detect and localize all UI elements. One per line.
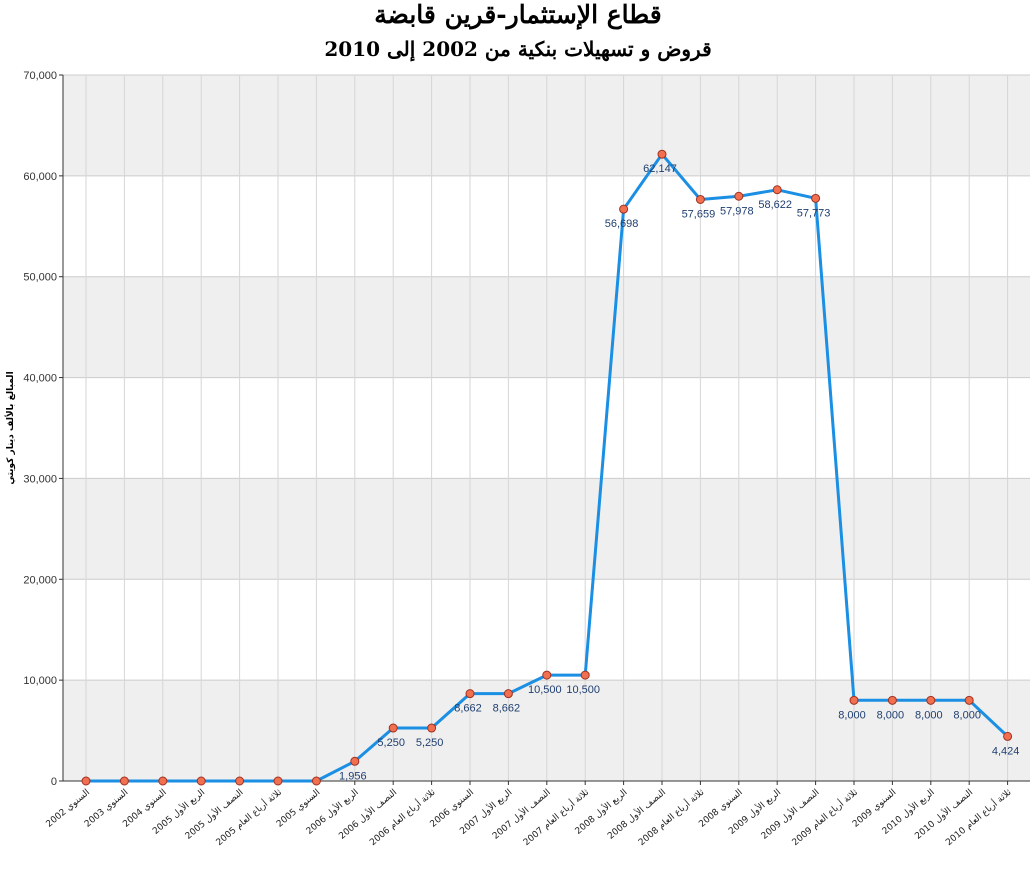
x-tick-label: ثلاثة أرباع العام 2009 bbox=[789, 786, 860, 848]
data-point bbox=[158, 776, 168, 786]
data-point bbox=[503, 689, 513, 699]
x-tick-label: ثلاثة أرباع العام 2008 bbox=[636, 786, 707, 848]
y-axis-ticks: 0 10,000 20,000 30,000 40,000 50,000 60,000 70,… bbox=[23, 70, 63, 788]
y-tick-label: 50,000 bbox=[23, 272, 57, 284]
data-label: 4,424 bbox=[992, 745, 1020, 757]
data-label: 57,978 bbox=[720, 205, 754, 217]
data-label: 1,956 bbox=[339, 770, 367, 782]
data-point bbox=[235, 776, 245, 786]
data-point bbox=[119, 776, 129, 786]
data-point bbox=[695, 194, 705, 204]
data-label: 8,000 bbox=[838, 709, 866, 721]
y-tick-label: 30,000 bbox=[23, 473, 57, 485]
data-point bbox=[926, 695, 936, 705]
data-label: 8,662 bbox=[454, 703, 482, 715]
data-label: 8,662 bbox=[493, 703, 521, 715]
data-point bbox=[388, 723, 398, 733]
data-label: 8,000 bbox=[953, 709, 981, 721]
data-point bbox=[427, 723, 437, 733]
y-tick-label: 10,000 bbox=[23, 675, 57, 687]
data-label: 10,500 bbox=[528, 684, 562, 696]
vertical-gridlines bbox=[85, 75, 1009, 781]
data-label: 8,000 bbox=[877, 709, 905, 721]
data-label: 5,250 bbox=[416, 737, 444, 749]
chart-title: قطاع الإستثمار-قرين قابضة bbox=[374, 0, 662, 29]
data-label: 62,147 bbox=[643, 163, 677, 175]
data-point bbox=[81, 776, 91, 786]
data-point bbox=[734, 191, 744, 201]
chart-subtitle: قروض و تسهيلات بنكية من 2002 إلى 2010 bbox=[324, 37, 712, 61]
x-tick-label: ثلاثة أرباع العام 2010 bbox=[943, 786, 1014, 848]
data-point bbox=[964, 695, 974, 705]
data-point bbox=[772, 185, 782, 195]
data-label: 8,000 bbox=[915, 709, 943, 721]
data-point bbox=[887, 695, 897, 705]
y-tick-label: 20,000 bbox=[23, 574, 57, 586]
data-point bbox=[811, 193, 821, 203]
data-point bbox=[619, 204, 629, 214]
x-tick-label: ثلاثة أرباع العام 2007 bbox=[521, 786, 592, 848]
y-tick-label: 0 bbox=[51, 776, 57, 788]
data-point bbox=[580, 670, 590, 680]
data-point bbox=[465, 689, 475, 699]
data-label: 5,250 bbox=[377, 737, 405, 749]
data-label: 58,622 bbox=[758, 199, 792, 211]
data-point bbox=[657, 149, 667, 159]
y-tick-label: 70,000 bbox=[23, 70, 57, 82]
data-label: 56,698 bbox=[605, 218, 639, 230]
data-label: 57,773 bbox=[797, 207, 831, 219]
series-markers bbox=[81, 149, 1013, 786]
y-tick-label: 40,000 bbox=[23, 373, 57, 385]
x-tick-label: ثلاثة أرباع العام 2006 bbox=[367, 786, 438, 848]
data-point bbox=[1003, 731, 1013, 741]
data-point bbox=[196, 776, 206, 786]
data-point bbox=[542, 670, 552, 680]
data-point bbox=[311, 776, 321, 786]
data-label: 10,500 bbox=[566, 684, 600, 696]
data-point bbox=[350, 756, 360, 766]
data-point bbox=[849, 695, 859, 705]
y-tick-label: 60,000 bbox=[23, 171, 57, 183]
y-axis-label: المبالغ بالألف دينار كويتي bbox=[4, 371, 16, 484]
data-labels: 1,956 5,250 5,250 8,662 8,662 10,500 10,500 56,… bbox=[339, 163, 1019, 782]
x-tick-label: ثلاثة أرباع العام 2005 bbox=[213, 786, 284, 848]
data-point bbox=[273, 776, 283, 786]
data-label: 57,659 bbox=[682, 208, 716, 220]
